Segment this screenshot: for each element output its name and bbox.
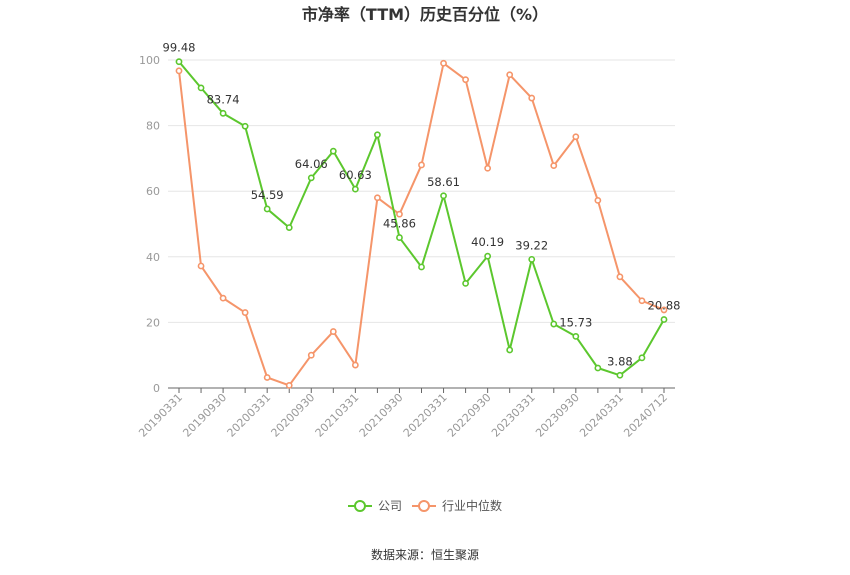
data-point[interactable] (329, 328, 337, 335)
y-tick-label: 60 (146, 185, 160, 198)
data-point[interactable] (351, 185, 359, 193)
data-label: 39.22 (515, 238, 548, 252)
legend-label-industry: 行业中位数 (442, 498, 502, 513)
data-point[interactable] (374, 131, 381, 139)
legend[interactable]: 公司 行业中位数 (348, 498, 502, 513)
data-point[interactable] (241, 309, 249, 316)
data-label: 60.63 (339, 168, 372, 182)
data-point[interactable] (285, 224, 293, 232)
data-point[interactable] (418, 263, 425, 271)
data-point[interactable] (572, 333, 580, 340)
data-point[interactable] (550, 320, 558, 328)
data-point[interactable] (528, 255, 536, 263)
y-tick-label: 0 (153, 382, 160, 395)
data-point[interactable] (418, 161, 425, 169)
legend-marker-industry (418, 500, 430, 512)
x-tick-label: 20190930 (180, 391, 229, 440)
x-tick-label: 20220331 (401, 391, 450, 440)
data-point[interactable] (175, 58, 183, 66)
data-point[interactable] (550, 162, 558, 170)
series-layer (175, 58, 668, 389)
data-point[interactable] (594, 196, 602, 204)
data-point[interactable] (285, 381, 293, 389)
data-point[interactable] (219, 109, 227, 117)
legend-label-company: 公司 (378, 499, 402, 513)
series-line-industry (178, 62, 665, 387)
data-point[interactable] (594, 364, 602, 372)
x-tick-label: 20240331 (577, 391, 626, 440)
data-point[interactable] (263, 374, 271, 381)
y-tick-label: 100 (139, 54, 160, 67)
data-point[interactable] (638, 297, 646, 305)
data-point[interactable] (528, 94, 536, 102)
data-point[interactable] (307, 174, 315, 182)
x-tick-label: 20230930 (533, 391, 582, 440)
x-tick-label: 20220930 (445, 391, 494, 440)
x-tick-label: 20210930 (357, 391, 406, 440)
data-point[interactable] (506, 346, 514, 354)
legend-item-industry[interactable]: 行业中位数 (412, 498, 502, 513)
y-tick-label: 20 (146, 316, 160, 329)
data-point[interactable] (241, 122, 249, 130)
x-tick-label: 20190331 (136, 391, 185, 440)
data-label: 83.74 (207, 92, 240, 106)
data-point[interactable] (440, 192, 447, 200)
data-point[interactable] (616, 273, 624, 281)
data-point[interactable] (396, 234, 403, 241)
x-tick-label: 20230331 (489, 391, 538, 440)
data-label: 45.86 (383, 217, 416, 231)
data-point[interactable] (506, 71, 514, 79)
data-point[interactable] (638, 354, 646, 362)
data-point[interactable] (660, 306, 668, 314)
y-tick-label: 80 (146, 120, 160, 133)
source-note: 数据来源：恒生聚源 (371, 547, 479, 562)
data-label: 3.88 (607, 354, 633, 368)
data-label: 64.06 (295, 157, 328, 171)
y-tick-label: 40 (146, 251, 160, 264)
data-point[interactable] (197, 262, 205, 270)
data-point[interactable] (197, 84, 205, 92)
legend-marker-company (354, 500, 366, 512)
x-tick-label: 20240712 (621, 391, 670, 440)
data-point[interactable] (374, 194, 381, 202)
data-label: 58.61 (427, 175, 460, 189)
data-point[interactable] (175, 67, 183, 75)
x-tick-label: 20200331 (225, 391, 274, 440)
data-point[interactable] (616, 371, 624, 379)
data-point[interactable] (329, 147, 337, 155)
data-point[interactable] (462, 279, 469, 287)
data-point[interactable] (351, 361, 359, 369)
data-label: 99.48 (163, 41, 196, 55)
data-point[interactable] (484, 252, 492, 260)
data-label: 20.88 (648, 299, 681, 313)
chart-title: 市净率（TTM）历史百分位（%） (302, 5, 548, 24)
x-tick-label: 20210331 (313, 391, 362, 440)
data-label: 40.19 (471, 235, 504, 249)
x-axis: 2019033120190930202003312020093020210331… (136, 387, 675, 440)
y-axis: 0 20 40 60 80 100 (139, 54, 160, 395)
data-point[interactable] (396, 210, 403, 218)
data-label: 54.59 (251, 188, 284, 202)
data-point[interactable] (462, 76, 469, 84)
data-point[interactable] (263, 205, 271, 213)
grid-lines (168, 59, 675, 323)
x-tick-label: 20200930 (269, 391, 318, 440)
data-point[interactable] (440, 59, 447, 67)
data-point[interactable] (572, 133, 580, 141)
data-point[interactable] (307, 351, 315, 359)
data-label: 15.73 (559, 315, 592, 329)
data-point[interactable] (219, 294, 227, 302)
data-labels: 99.48 83.74 54.59 64.06 60.63 45.86 58.61 40.19… (163, 41, 681, 369)
data-point[interactable] (484, 164, 492, 172)
legend-item-company[interactable]: 公司 (348, 499, 402, 513)
data-point[interactable] (660, 316, 668, 323)
